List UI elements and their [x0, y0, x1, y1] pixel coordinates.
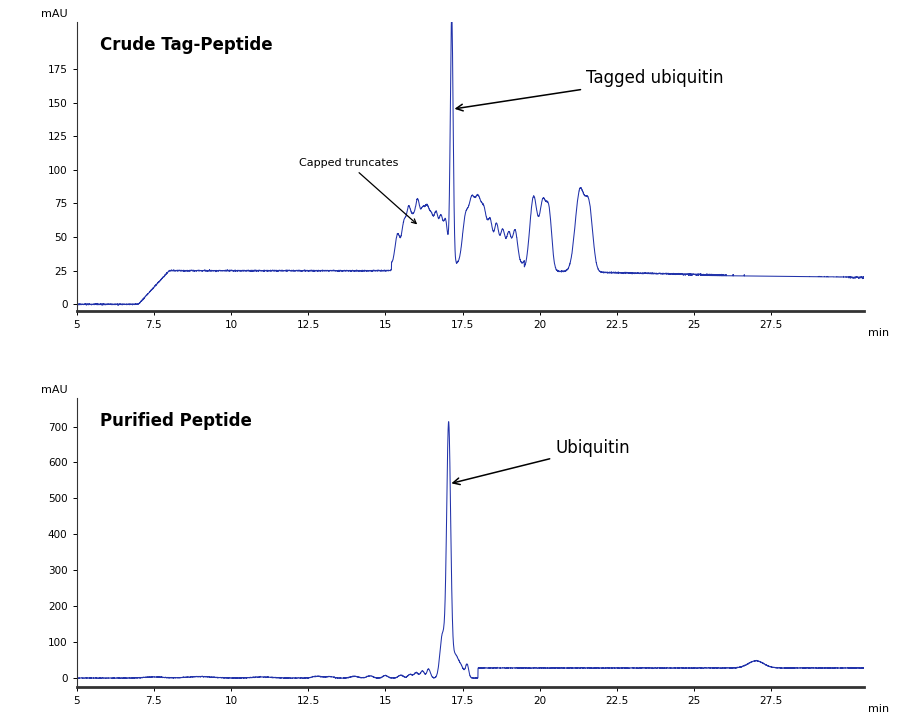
Text: mAU: mAU	[41, 9, 68, 19]
Text: Capped truncates: Capped truncates	[299, 158, 416, 223]
Text: mAU: mAU	[41, 385, 68, 395]
Text: Crude Tag-Peptide: Crude Tag-Peptide	[100, 36, 273, 55]
Text: min: min	[868, 704, 889, 715]
Text: Purified Peptide: Purified Peptide	[100, 412, 252, 430]
Text: min: min	[868, 329, 889, 338]
Text: Ubiquitin: Ubiquitin	[453, 439, 630, 485]
Text: Tagged ubiquitin: Tagged ubiquitin	[456, 69, 724, 111]
